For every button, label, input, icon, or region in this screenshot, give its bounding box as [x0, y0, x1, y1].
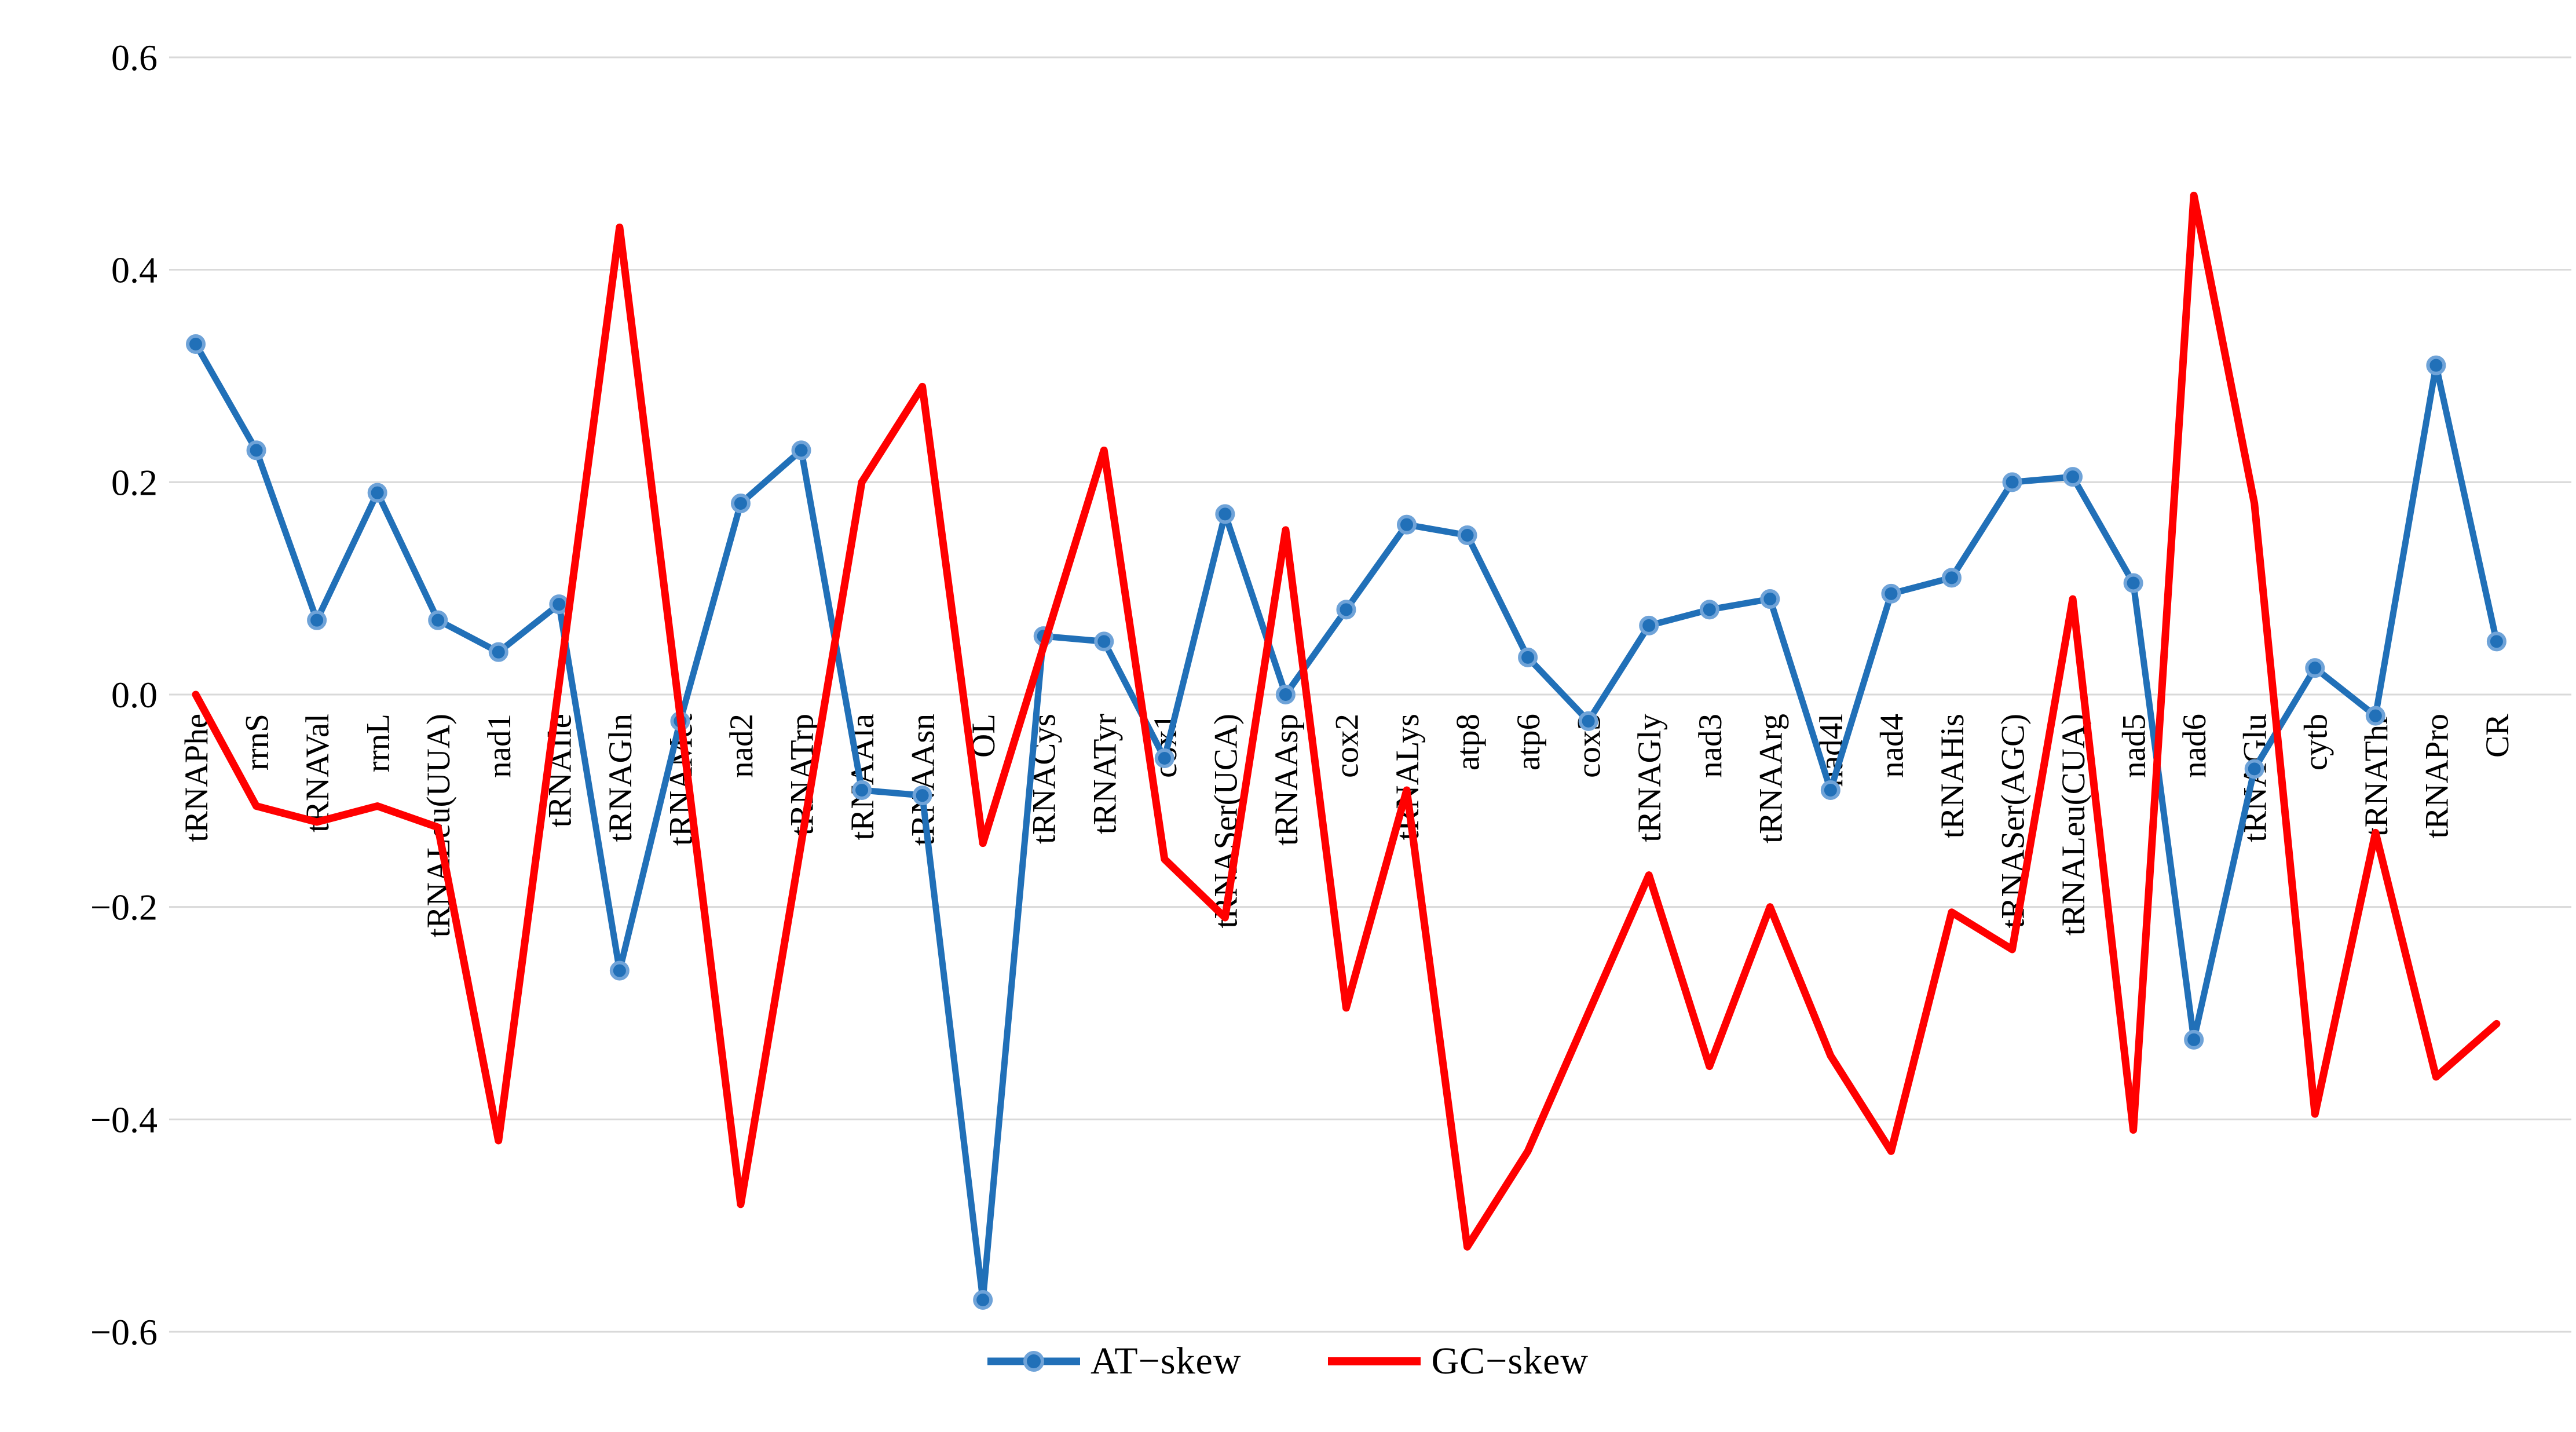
x-category-label: nad6 [2176, 714, 2213, 778]
data-point-marker [2184, 1029, 2204, 1050]
at-skew-markers [186, 334, 2507, 1310]
data-point-marker [2486, 631, 2507, 652]
data-point-marker [549, 594, 569, 615]
data-point-marker [1518, 647, 1538, 667]
data-point-marker [1154, 748, 1174, 768]
data-point-marker [973, 1289, 993, 1310]
x-category-label: tRNALeu(CUA) [2055, 714, 2092, 936]
data-point-marker [1760, 589, 1780, 609]
x-category-label: nad5 [2116, 714, 2153, 778]
data-point-marker [1699, 600, 1719, 620]
x-category-label: tRNATyr [1086, 714, 1123, 834]
data-point-marker [609, 960, 630, 981]
y-tick-label: −0.6 [90, 1312, 158, 1353]
data-point-marker [730, 494, 751, 514]
x-category-label: CR [2479, 714, 2516, 758]
gc-skew-line [192, 191, 2501, 1251]
x-category-label: tRNAArg [1752, 714, 1789, 843]
x-category-label: rrnS [239, 714, 276, 770]
x-category-label: rrnL [360, 714, 397, 772]
x-category-label: tRNASer(AGC) [1995, 714, 2032, 928]
data-point-marker [488, 642, 508, 662]
data-point-marker [1578, 711, 1598, 731]
data-point-marker [2244, 759, 2264, 779]
x-category-label: tRNAGly [1631, 714, 1668, 842]
gridlines [169, 56, 2571, 1333]
data-point-marker [428, 610, 448, 630]
data-point-marker [2002, 472, 2022, 492]
x-category-label: tRNAGln [602, 714, 639, 842]
data-point-marker [186, 334, 206, 355]
data-point-marker [2426, 355, 2446, 375]
y-tick-label: 0.0 [111, 674, 158, 715]
x-category-label: cox2 [1329, 714, 1365, 778]
x-category-label: tRNAVal [299, 714, 336, 832]
data-point-marker [1881, 583, 1901, 604]
x-category-label: atp8 [1450, 714, 1487, 770]
data-point-marker [1336, 600, 1356, 620]
x-category-label: nad4 [1874, 714, 1910, 778]
data-point-marker [1457, 525, 1477, 546]
data-point-marker [1639, 615, 1659, 635]
x-category-label: tRNAPro [2418, 714, 2455, 838]
data-point-marker [1820, 780, 1840, 800]
data-point-marker [1397, 514, 1417, 535]
data-point-marker [791, 440, 811, 461]
x-category-label: cytb [2297, 714, 2334, 770]
x-category-label: atp6 [1510, 714, 1547, 770]
data-point-marker [2063, 467, 2083, 487]
data-point-marker [2305, 658, 2325, 678]
data-point-marker [246, 440, 266, 461]
x-category-label: nad3 [1692, 714, 1729, 778]
y-tick-label: −0.2 [90, 887, 158, 928]
data-point-marker [1941, 568, 1962, 588]
data-point-marker [1215, 504, 1235, 524]
data-point-marker [2365, 706, 2385, 726]
y-tick-label: −0.4 [90, 1099, 158, 1140]
x-category-label: nad1 [481, 714, 518, 778]
data-point-marker [2123, 573, 2143, 593]
data-point-marker [367, 483, 387, 503]
data-point-marker [1275, 685, 1296, 704]
data-point-marker [852, 780, 872, 800]
data-point-marker [912, 786, 932, 806]
x-category-label: tRNAPhe [178, 714, 215, 842]
x-category-label: nad2 [723, 714, 760, 778]
data-point-marker [307, 610, 327, 630]
y-tick-label: 0.6 [111, 37, 158, 78]
data-point-marker [1094, 631, 1114, 652]
y-tick-label: 0.2 [111, 462, 158, 503]
y-axis-labels: 0.6 0.4 0.2 0.0 −0.2 −0.4 −0.6 [90, 37, 158, 1353]
x-category-label: tRNAThr [2358, 714, 2395, 836]
x-category-label: tRNAHis [1934, 714, 1971, 838]
x-category-label: tRNAAsp [1268, 714, 1305, 846]
x-axis-labels: tRNAPhe rrnS tRNAVal rrnL tRNALeu(UUA) nad1 tR… [178, 714, 2516, 938]
y-tick-label: 0.4 [111, 250, 158, 291]
